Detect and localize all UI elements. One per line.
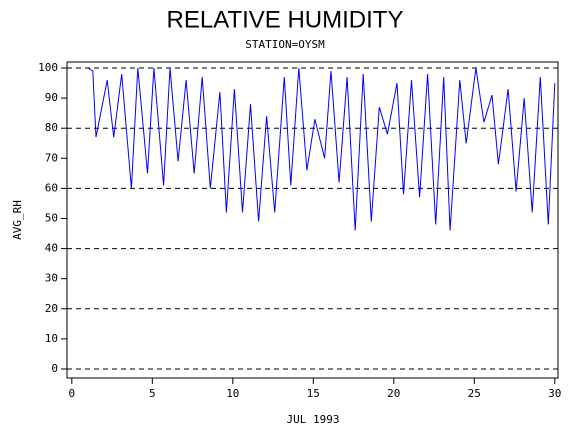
y-tick-label: 0 (51, 362, 58, 375)
x-tick-label: 30 (548, 387, 561, 400)
y-tick-label: 10 (45, 332, 58, 345)
chart-subtitle: STATION=OYSM (245, 38, 325, 51)
y-tick-label: 40 (45, 242, 58, 255)
y-tick-label: 90 (45, 91, 58, 104)
y-tick-label: 30 (45, 272, 58, 285)
data-line (87, 67, 556, 231)
x-axis-label: JUL 1993 (287, 413, 340, 426)
x-tick-label: 5 (149, 387, 156, 400)
x-tick-label: 25 (468, 387, 481, 400)
y-tick-label: 60 (45, 181, 58, 194)
y-tick-label: 20 (45, 302, 58, 315)
y-tick-label: 50 (45, 211, 58, 224)
x-tick-label: 20 (387, 387, 400, 400)
plot-frame (66, 61, 559, 379)
y-tick-label: 100 (38, 61, 58, 74)
chart-title: RELATIVE HUMIDITY (167, 6, 404, 33)
y-axis-label: AVG_RH (11, 200, 24, 240)
x-tick-label: 10 (226, 387, 239, 400)
y-tick-label: 80 (45, 121, 58, 134)
y-tick-label: 70 (45, 151, 58, 164)
x-tick-label: 15 (307, 387, 320, 400)
x-tick-label: 0 (69, 387, 76, 400)
